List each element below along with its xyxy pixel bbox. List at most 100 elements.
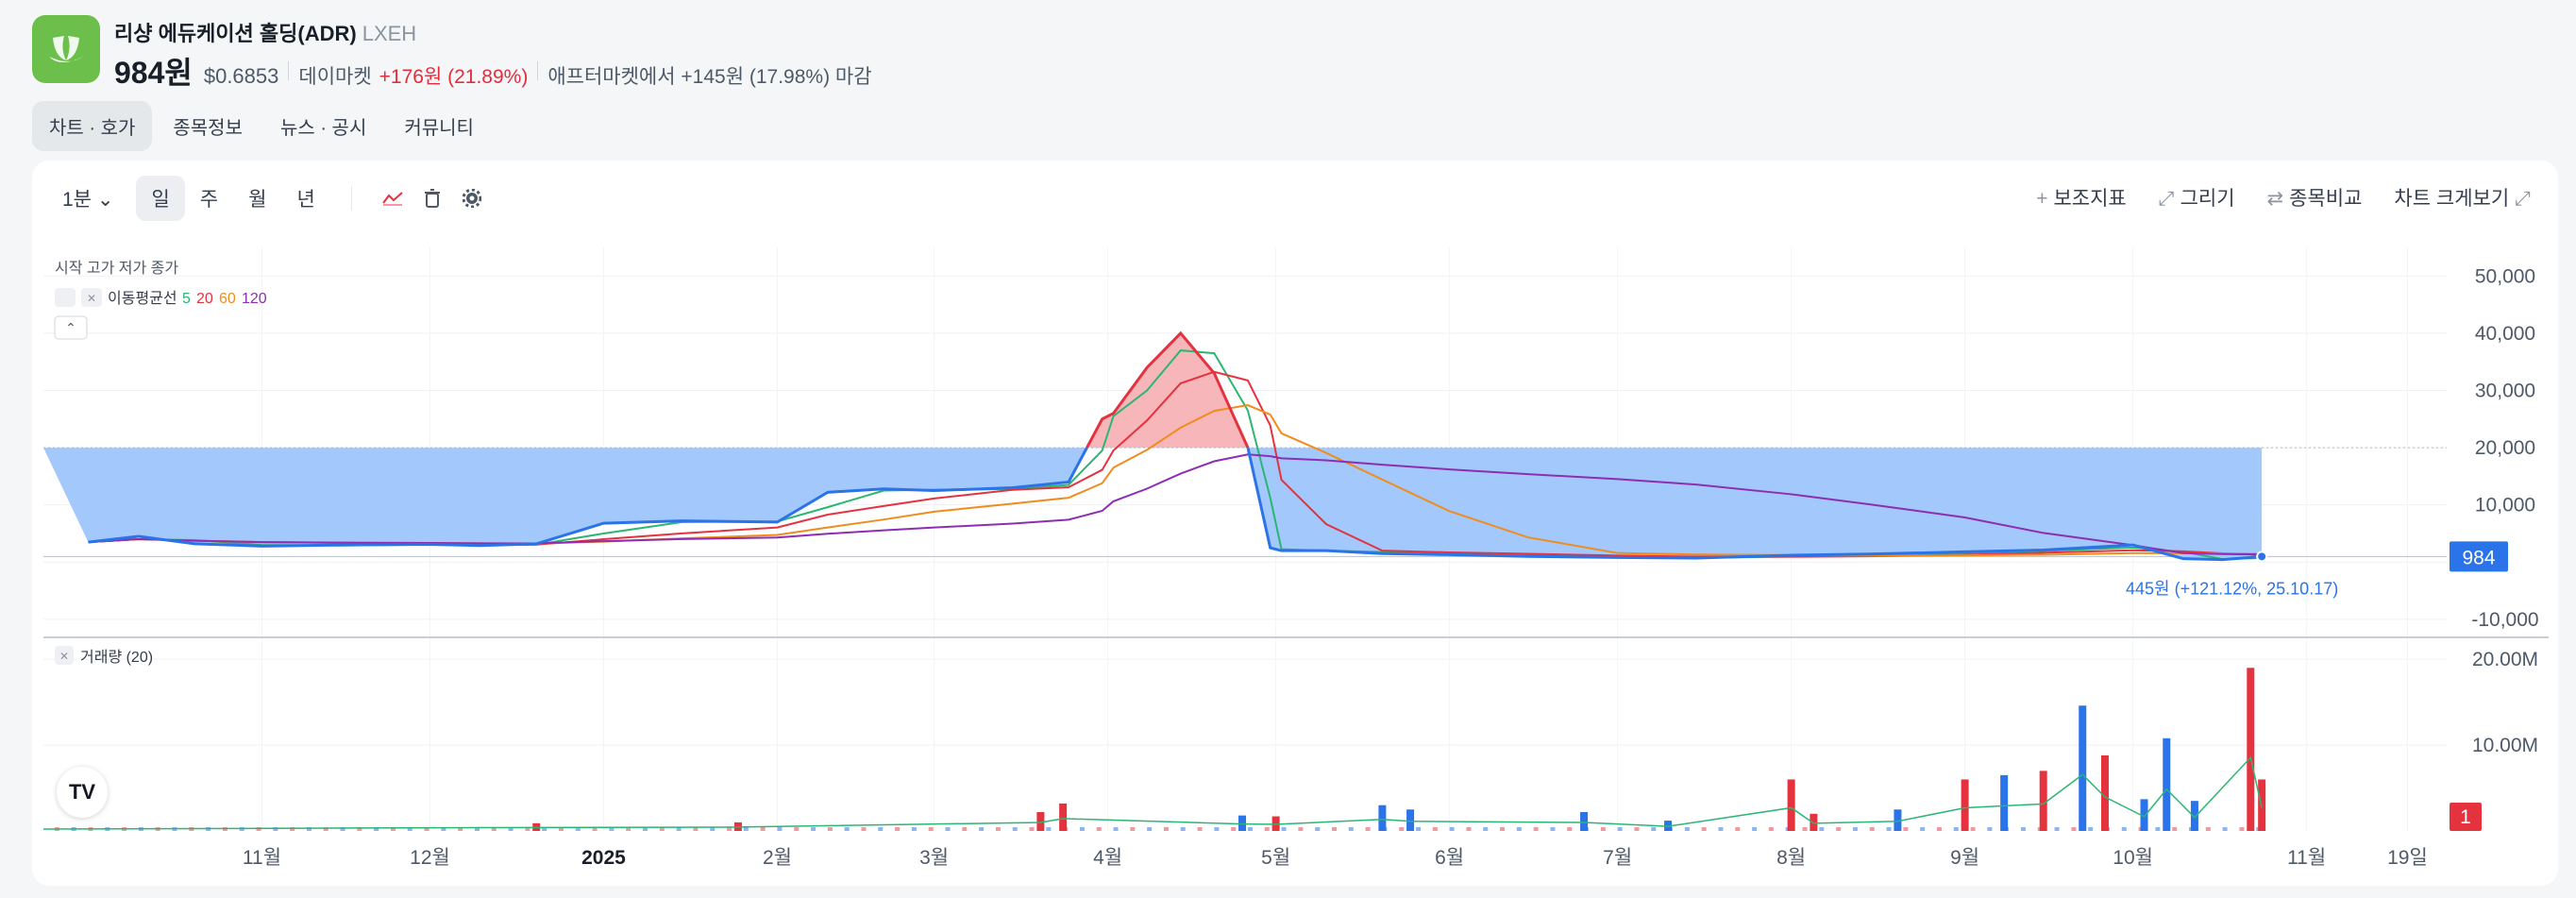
y-tick-label: 30,000	[2475, 380, 2535, 401]
volume-bar	[1903, 827, 1909, 831]
volume-bar	[273, 827, 278, 831]
stock-name: 리샹 에듀케이션 홀딩(ADR)	[114, 22, 357, 45]
volume-bar	[2000, 774, 2009, 831]
plus-icon: +	[2036, 188, 2048, 210]
ma-120: 120	[242, 291, 267, 307]
volume-bar	[659, 827, 665, 831]
trash-icon[interactable]	[412, 180, 452, 216]
volume-bar	[1651, 827, 1657, 831]
x-tick-label: 2월	[763, 847, 792, 869]
volume-bar	[1231, 827, 1237, 831]
x-tick-label: 7월	[1603, 847, 1632, 869]
volume-bar	[306, 827, 311, 831]
volume-bar	[2140, 799, 2148, 831]
volume-bar	[2054, 827, 2060, 831]
volume-bar	[2121, 827, 2127, 831]
volume-bar	[2088, 827, 2094, 831]
price-line-up	[1085, 330, 1250, 449]
last-price-tag: 984	[2450, 541, 2508, 572]
volume-bar	[945, 827, 951, 831]
volume-bars	[42, 668, 2266, 831]
ma-60: 60	[219, 291, 236, 307]
volume-bar	[1617, 827, 1623, 831]
enlarge-button[interactable]: 차트 크게보기 ⤢	[2394, 188, 2531, 210]
volume-bar	[710, 827, 716, 831]
low-annotation: 445원 (+121.12%, 25.10.17)	[2126, 579, 2338, 598]
volume-legend: ✕ 거래량 (20)	[55, 646, 153, 666]
x-tick-label: 8월	[1776, 847, 1806, 869]
volume-bar	[1180, 827, 1186, 831]
y-tick-label: 10.00M	[2472, 735, 2538, 756]
volume-bar	[390, 827, 396, 831]
area-below-baseline	[43, 448, 2263, 560]
volume-bar	[1348, 827, 1354, 831]
volume-bar	[441, 827, 446, 831]
volume-bar	[1406, 809, 1415, 831]
x-tick-label: 10월	[2113, 847, 2153, 869]
volume-bar	[1298, 827, 1304, 831]
draw-button[interactable]: ⤢ 그리기	[2158, 188, 2235, 210]
volume-bar	[1331, 827, 1337, 831]
x-tick-label: 2025	[581, 847, 626, 869]
volume-bar	[1036, 812, 1045, 831]
volume-bar	[2205, 827, 2211, 831]
volume-bar	[1046, 827, 1052, 831]
expand-icon: ⤢	[2515, 188, 2531, 210]
volume-bar	[592, 827, 598, 831]
volume-bar	[1197, 827, 1203, 831]
volume-bar	[424, 827, 429, 831]
volume-bar	[827, 827, 833, 831]
volume-bar	[878, 827, 884, 831]
price-line-series	[88, 330, 2268, 563]
volume-bar	[1787, 779, 1795, 831]
tradingview-logo[interactable]: TV	[57, 767, 108, 818]
volume-bar	[1516, 827, 1522, 831]
volume-bar	[962, 827, 968, 831]
interval-select[interactable]: 1분 ⌄	[62, 189, 114, 211]
volume-bar	[676, 827, 682, 831]
volume-bar	[1894, 809, 1902, 831]
x-tick-label: 4월	[1093, 847, 1122, 869]
volume-bar	[1802, 827, 1808, 831]
volume-bar	[777, 827, 783, 831]
collapse-icon: ⌃	[65, 320, 76, 335]
usd-price: $0.6853	[203, 64, 279, 88]
volume-bar	[1238, 815, 1247, 831]
volume-bar	[1936, 827, 1942, 831]
gear-icon[interactable]	[452, 180, 492, 216]
price-line: 984원 $0.6853 데이마켓 +176원 (21.89%) 애프터마켓에서…	[114, 49, 872, 93]
x-tick-label: 6월	[1435, 847, 1464, 869]
volume-bar	[1466, 827, 1472, 831]
tab-chart[interactable]: 차트 · 호가	[32, 101, 153, 151]
volume-bar	[2163, 737, 2171, 831]
volume-bar	[2247, 668, 2255, 831]
volume-bar	[794, 827, 800, 831]
volume-bar	[760, 827, 766, 831]
period-month[interactable]: 월	[248, 189, 267, 211]
pencil-icon: ⤢	[2158, 188, 2175, 210]
tab-info[interactable]: 종목정보	[173, 118, 243, 139]
volume-bar	[1378, 805, 1387, 831]
volume-bar	[374, 827, 379, 831]
volume-bar	[458, 827, 463, 831]
ma-20: 20	[196, 291, 213, 307]
volume-bar	[323, 827, 328, 831]
ma120-line	[88, 453, 2263, 556]
last-price-value: 984	[2462, 547, 2495, 568]
tab-community[interactable]: 커뮤니티	[404, 118, 474, 139]
volume-bar	[491, 827, 497, 831]
period-week[interactable]: 주	[199, 189, 219, 211]
indicator-button[interactable]: + 보조지표	[2036, 188, 2127, 210]
period-day[interactable]: 일	[136, 176, 185, 221]
line-chart-icon[interactable]	[373, 180, 412, 216]
volume-bar	[2039, 771, 2047, 831]
volume-bar	[1113, 827, 1119, 831]
volume-bar	[407, 827, 412, 831]
period-year[interactable]: 년	[296, 189, 315, 211]
x-tick-label: 12월	[410, 847, 450, 869]
compare-button[interactable]: ⇄ 종목비교	[2266, 188, 2363, 210]
volume-bar	[525, 827, 530, 831]
volume-bar	[558, 827, 564, 831]
tab-news[interactable]: 뉴스 · 공시	[279, 118, 367, 139]
